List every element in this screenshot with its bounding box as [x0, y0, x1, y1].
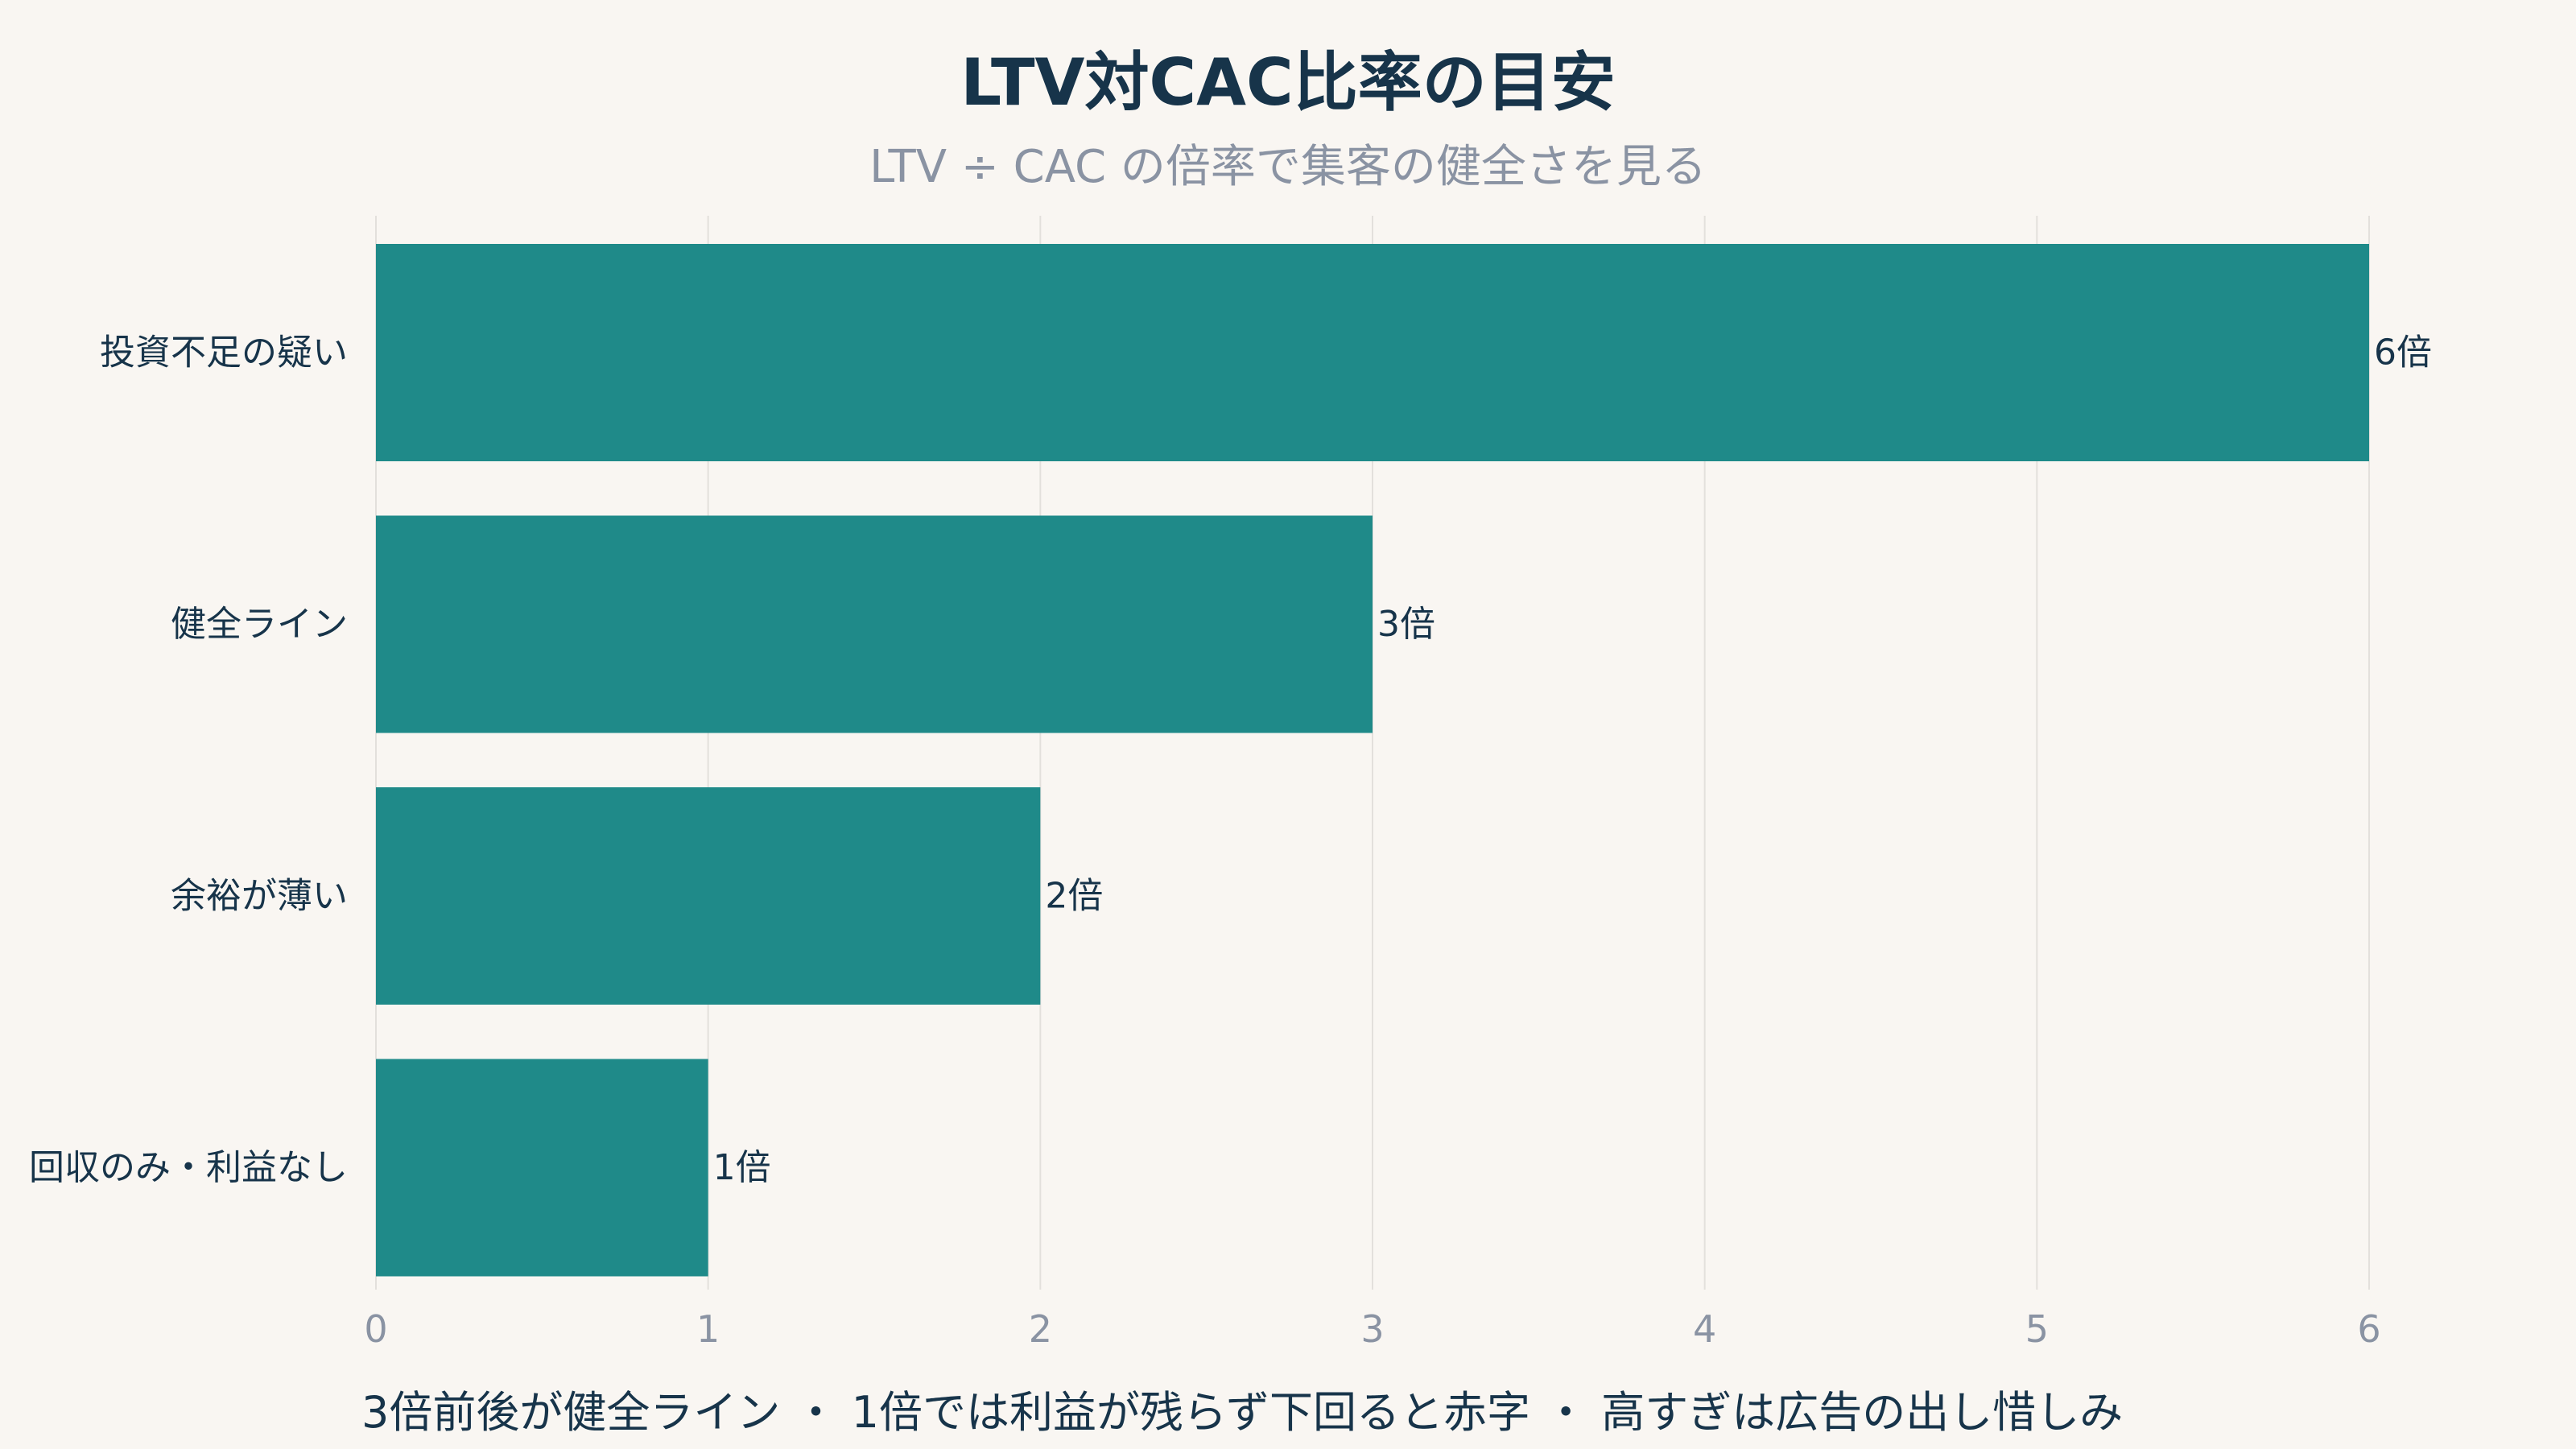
- x-tick-label: 6: [2357, 1307, 2380, 1351]
- bar: [376, 515, 1373, 733]
- x-tick-label: 3: [1360, 1307, 1384, 1351]
- value-label: 6倍: [2374, 332, 2432, 374]
- bar: [376, 244, 2369, 461]
- x-tick-label: 1: [696, 1307, 720, 1351]
- value-label: 2倍: [1045, 876, 1103, 917]
- chart-footnote: 3倍前後が健全ライン ・ 1倍では利益が残らず下回ると赤字 ・ 高すぎは広告の出…: [361, 1387, 2124, 1438]
- chart-title: LTV対CAC比率の目安: [960, 45, 1616, 120]
- value-label: 3倍: [1377, 604, 1435, 645]
- category-label: 余裕が薄い: [171, 876, 348, 917]
- x-tick-label: 0: [364, 1307, 387, 1351]
- category-label: 回収のみ・利益なし: [29, 1147, 348, 1188]
- category-label: 投資不足の疑い: [100, 332, 348, 374]
- x-tick-label: 5: [2025, 1307, 2049, 1351]
- chart-subtitle: LTV ÷ CAC の倍率で集客の健全さを見る: [869, 141, 1707, 193]
- x-tick-label: 2: [1029, 1307, 1052, 1351]
- bar: [376, 787, 1041, 1005]
- x-tick-label: 4: [1693, 1307, 1716, 1351]
- category-label: 健全ライン: [171, 604, 348, 645]
- value-label: 1倍: [713, 1147, 771, 1188]
- bar: [376, 1059, 708, 1277]
